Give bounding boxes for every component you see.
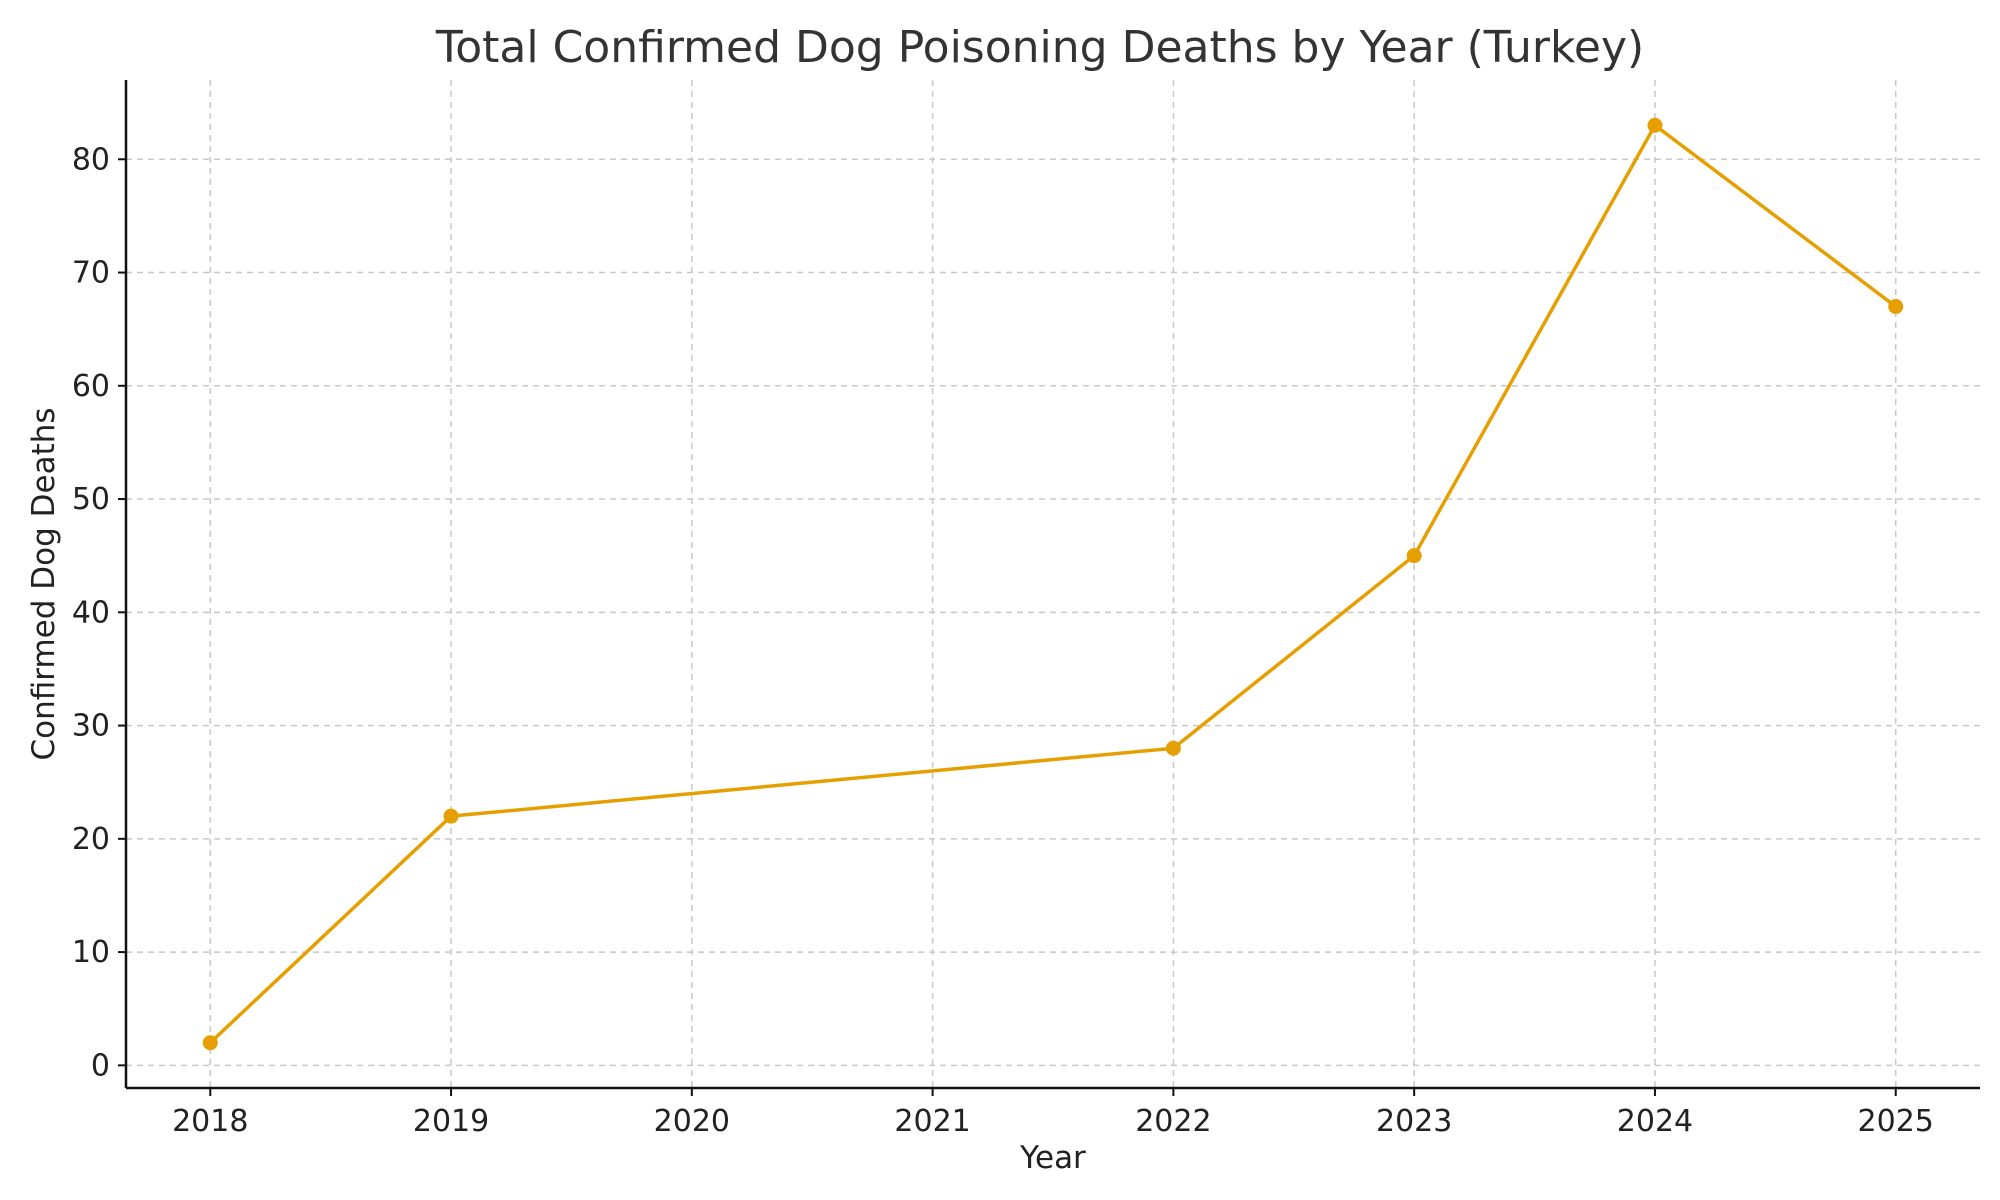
y-tick-label: 30	[72, 709, 110, 744]
data-point-2018	[202, 1035, 218, 1051]
x-axis-label: Year	[1019, 1140, 1086, 1176]
x-tick-label: 2020	[654, 1104, 730, 1139]
y-tick-label: 40	[72, 595, 110, 630]
series-line	[209, 123, 1897, 1044]
y-tick-label: 50	[72, 482, 110, 517]
axis-ticks: 0 10 20 30 40 50 60 70 80 2018 2019 2020 2021 2022 202…	[72, 142, 1934, 1139]
y-tick-label: 80	[72, 142, 110, 177]
x-tick-label: 2025	[1858, 1104, 1934, 1139]
y-tick-label: 70	[72, 256, 110, 291]
grid	[126, 80, 1980, 1088]
x-tick-label: 2023	[1376, 1104, 1452, 1139]
x-tick-label: 2019	[413, 1104, 489, 1139]
y-tick-label: 60	[72, 369, 110, 404]
y-tick-label: 10	[72, 935, 110, 970]
y-axis-label: Confirmed Dog Deaths	[26, 407, 62, 760]
x-tick-label: 2021	[894, 1104, 970, 1139]
chart-title: Total Confirmed Dog Poisoning Deaths by …	[435, 22, 1644, 73]
x-tick-label: 2022	[1135, 1104, 1211, 1139]
x-tick-label: 2018	[172, 1104, 248, 1139]
data-point-2025	[1888, 299, 1904, 315]
data-point-2023	[1406, 548, 1422, 564]
data-point-2022	[1165, 740, 1181, 756]
y-tick-label: 0	[91, 1048, 110, 1083]
x-tick-label: 2024	[1617, 1104, 1693, 1139]
data-point-2019	[443, 808, 459, 824]
y-tick-label: 20	[72, 822, 110, 857]
data-point-2024	[1647, 117, 1663, 133]
series	[202, 117, 1904, 1051]
